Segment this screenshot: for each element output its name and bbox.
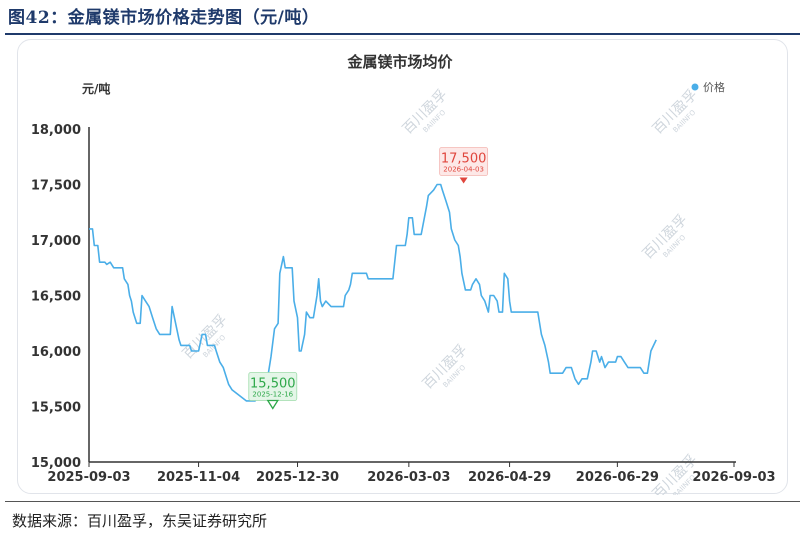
x-tick-label: 2025-09-03 <box>47 470 130 485</box>
legend: 价格 <box>691 80 725 94</box>
data-source-note: 数据来源：百川盈孚，东吴证券研究所 <box>12 512 268 530</box>
plot-area <box>89 183 657 402</box>
x-tick-label: 2026-06-29 <box>576 470 659 485</box>
y-unit-label: 元/吨 <box>82 81 110 96</box>
legend-label-price: 价格 <box>703 80 725 94</box>
chart-panel: 百川盈孚 BAIINFO 百川盈孚 BAIINFO 百川盈孚 BAIINFO 百川盈孚 BAI… <box>17 39 788 495</box>
annotation-value: 17,500 <box>441 152 487 167</box>
y-tick-label: 16,000 <box>31 345 81 360</box>
min-marker <box>266 399 279 410</box>
y-axis: 15,000 15,500 16,000 16,500 17,000 17,500 18,0… <box>31 123 90 471</box>
annotation-value: 15,500 <box>250 377 296 392</box>
x-axis: 2025-09-03 2025-11-04 2025-12-30 2026-03-03… <box>47 461 776 485</box>
y-tick-label: 18,000 <box>31 123 81 138</box>
figure-title: 图42：金属镁市场价格走势图（元/吨） <box>8 8 320 28</box>
source-rule <box>5 501 800 502</box>
annotation-box <box>439 147 489 176</box>
x-tick-label: 2026-03-03 <box>367 470 450 485</box>
series-line-price <box>89 183 657 402</box>
legend-marker <box>691 83 699 91</box>
annotation-date: 2026-04-03 <box>443 166 484 174</box>
title-rule <box>5 33 800 35</box>
y-tick-label: 17,500 <box>31 179 81 194</box>
x-tick-label: 2025-11-04 <box>157 470 240 485</box>
y-tick-label: 15,500 <box>31 401 81 416</box>
chart-title: 金属镁市场均价 <box>346 53 453 71</box>
y-tick-label: 15,000 <box>31 456 81 471</box>
annotation-date: 2025-12-16 <box>252 391 293 399</box>
y-tick-label: 16,500 <box>31 290 81 305</box>
max-marker <box>459 177 468 184</box>
y-tick-label: 17,000 <box>31 234 81 249</box>
x-tick-label: 2026-04-29 <box>468 470 551 485</box>
x-tick-label: 2026-09-03 <box>692 470 775 485</box>
x-tick-label: 2025-12-30 <box>256 470 339 485</box>
